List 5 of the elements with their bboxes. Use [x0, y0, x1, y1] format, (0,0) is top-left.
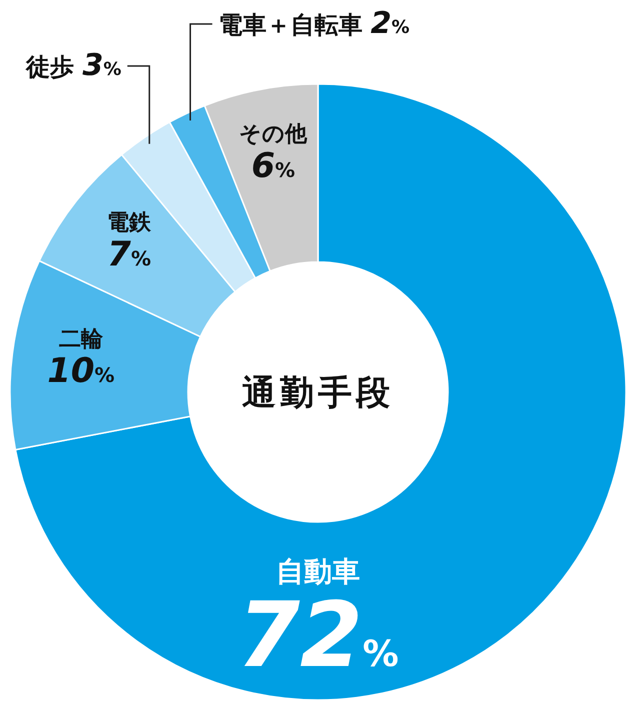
- data-label: 3%: [82, 48, 122, 83]
- slice-label: 徒歩: [25, 53, 82, 81]
- slice-label: 電車＋自転車: [218, 11, 371, 39]
- data-label: 2%: [370, 6, 410, 41]
- title: 通勤手段: [242, 373, 394, 413]
